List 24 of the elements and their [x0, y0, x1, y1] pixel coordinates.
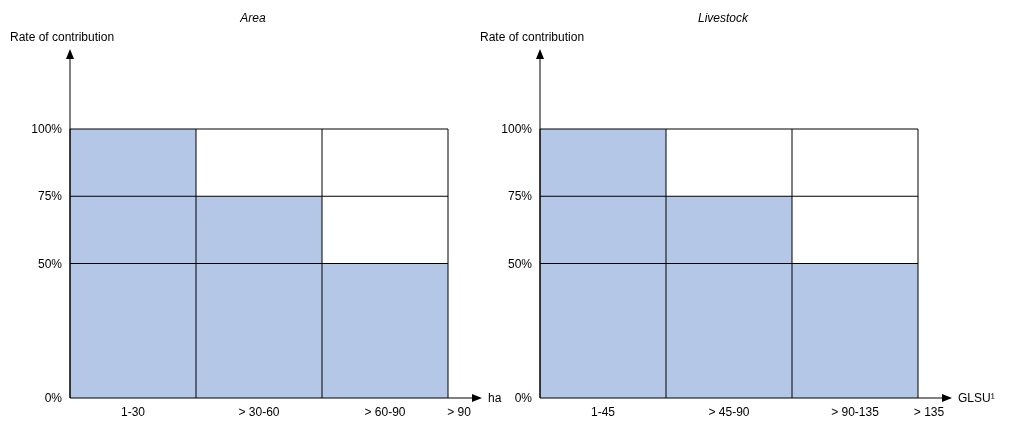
y-tick-label: 0% — [514, 391, 533, 405]
chart-title: Area — [239, 11, 266, 25]
x-axis-title: ha — [488, 391, 502, 405]
y-tick-label: 75% — [37, 189, 63, 204]
y-tick-label: 0% — [44, 391, 63, 405]
y-tick-label: 50% — [507, 256, 533, 271]
y-tick-label: 100% — [31, 122, 63, 136]
y-tick-label: 75% — [507, 189, 533, 204]
bar — [322, 263, 448, 398]
x-tick-label: > 60-90 — [364, 405, 406, 419]
x-tick-label: > 30-60 — [238, 405, 280, 419]
chart-title: Livestock — [697, 11, 750, 25]
x-tick-label: > 135 — [913, 405, 945, 419]
y-axis-title: Rate of contribution — [480, 30, 585, 44]
bar — [196, 196, 322, 398]
x-tick-label: 1-45 — [590, 405, 616, 419]
y-axis-title: Rate of contribution — [10, 30, 115, 44]
x-axis-title: GLSU¹ — [958, 391, 995, 405]
x-tick-label: > 90-135 — [831, 405, 880, 419]
y-tick-label: 100% — [501, 122, 533, 136]
x-tick-label: 1-30 — [120, 405, 146, 419]
y-tick-label: 50% — [37, 256, 63, 271]
x-tick-label: > 45-90 — [708, 405, 750, 419]
x-tick-label: > 90 — [447, 405, 472, 419]
